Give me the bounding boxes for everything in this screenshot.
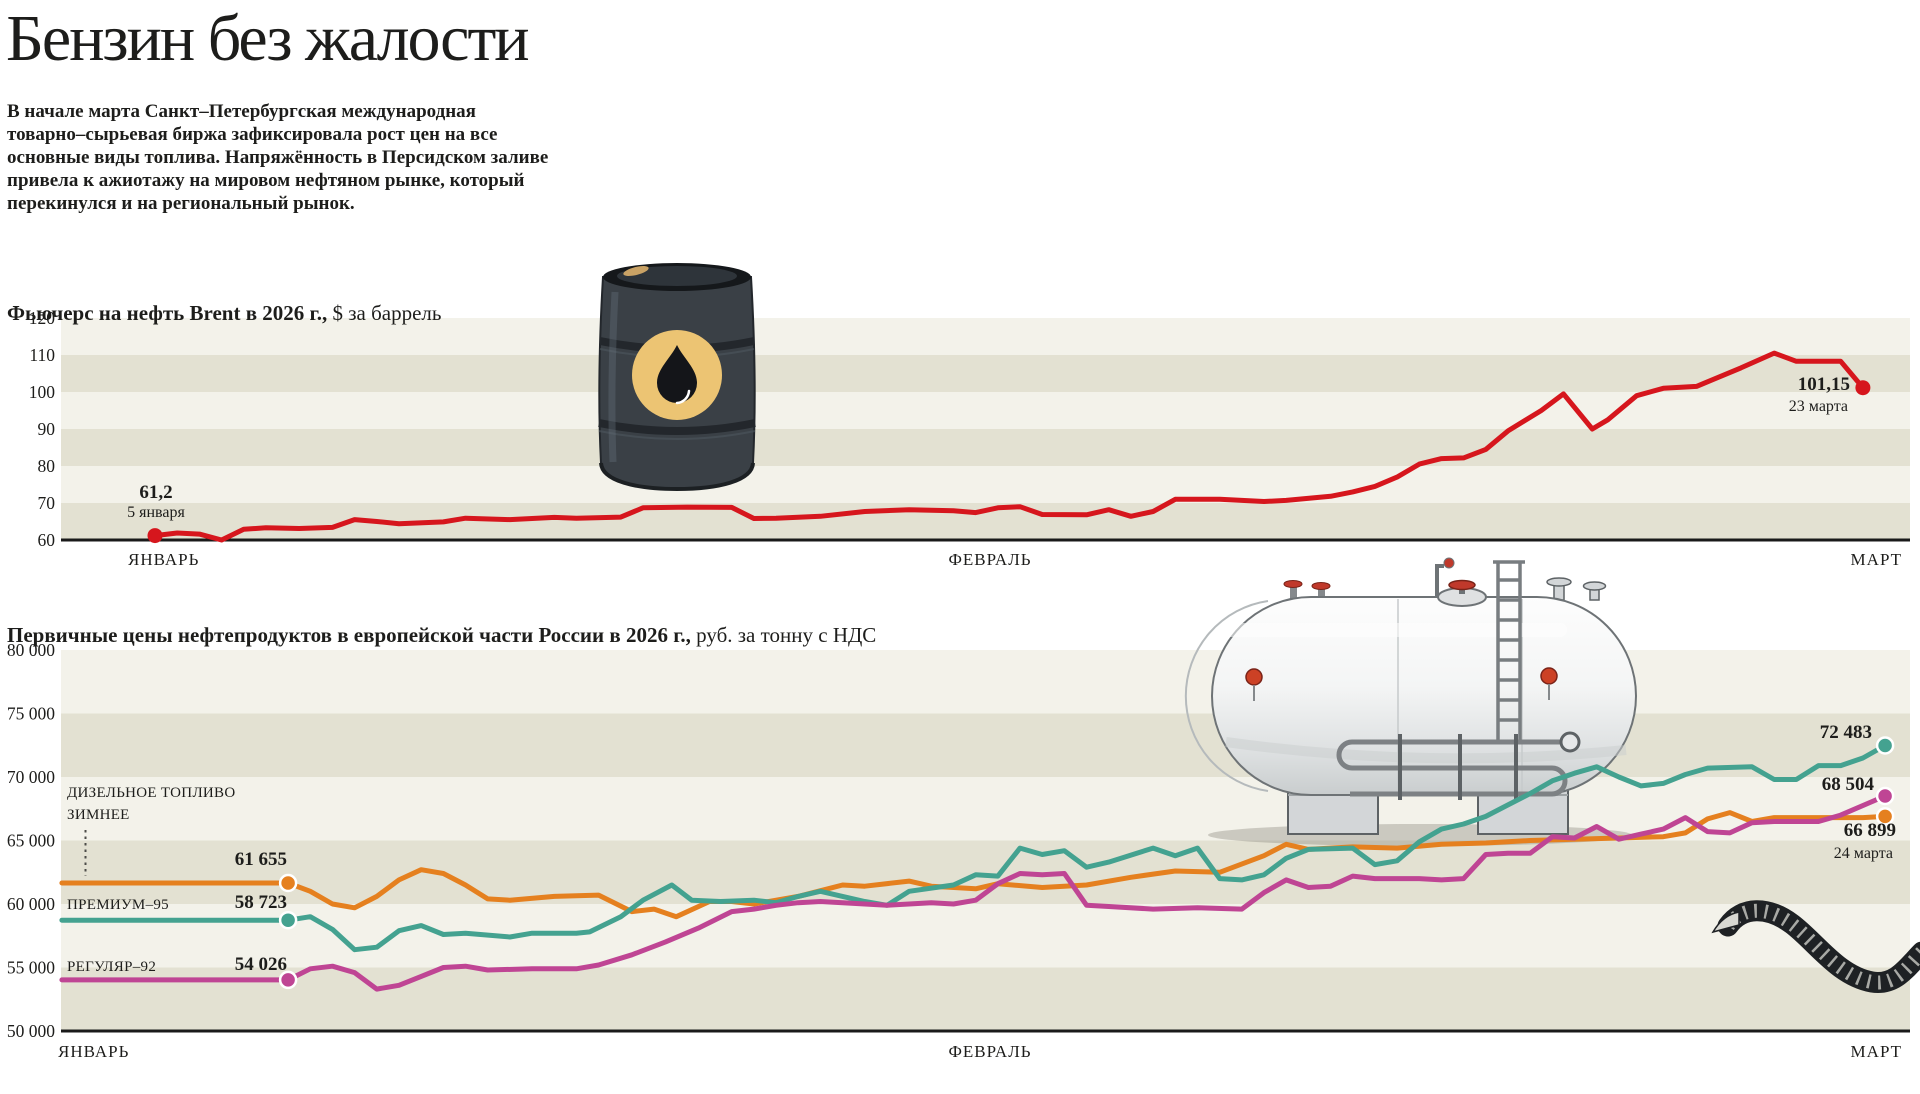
data-point-dot: [1875, 736, 1895, 755]
y-axis-tick-label: 120: [29, 308, 56, 328]
grid-band: [61, 355, 1910, 392]
y-axis-tick-label: 100: [29, 382, 56, 402]
y-axis-tick-label: 65 000: [7, 831, 55, 851]
y-axis-tick-label: 75 000: [7, 704, 55, 724]
products-chart-marks: [59, 736, 1895, 992]
grid-band: [61, 967, 1910, 1031]
oil-drop-icon: [657, 345, 697, 403]
chart2-title: Первичные цены нефтепродуктов в европейс…: [7, 598, 876, 648]
x-axis-month-label: МАРТ: [1851, 550, 1902, 569]
brent-end-date: 23 марта: [1788, 398, 1848, 415]
premium-start-value: 58 723: [234, 892, 287, 913]
y-axis-tick-label: 90: [38, 419, 56, 439]
y-axis-tick-label: 70: [38, 493, 56, 513]
data-point-dot: [278, 910, 298, 930]
series-label-diesel: ДИЗЕЛЬНОЕ ТОПЛИВО ЗИМНЕЕ: [67, 785, 236, 823]
data-point-dot: [1875, 786, 1895, 806]
x-axis-month-label: МАРТ: [1851, 1042, 1902, 1061]
chart2-title-bold: Первичные цены нефтепродуктов в европейс…: [7, 623, 691, 647]
storage-tank-illustration: [1184, 557, 1637, 846]
y-axis-tick-label: 80: [38, 456, 56, 476]
tank-valve-wheel: [1448, 579, 1476, 591]
series-label-regular: РЕГУЛЯР–92: [67, 959, 157, 975]
tank-ladder: [1493, 560, 1525, 742]
y-axis-tick-label: 55 000: [7, 958, 55, 978]
x-axis-month-label: ЯНВАРЬ: [58, 1042, 129, 1061]
regular-end-value: 68 504: [1821, 774, 1874, 795]
fuel-hose-illustration: [1711, 900, 1920, 993]
x-axis-month-label: ФЕВРАЛЬ: [948, 1042, 1031, 1061]
y-axis-tick-label: 60: [38, 530, 56, 550]
brent-end-value: 101,15: [1797, 374, 1850, 395]
products-end-date: 24 марта: [1833, 845, 1893, 862]
intro-paragraph: В начале марта Санкт–Петербургская между…: [7, 101, 549, 214]
series-label-premium: ПРЕМИУМ–95: [67, 897, 169, 913]
oil-barrel-illustration: [598, 263, 756, 492]
grid-band: [61, 466, 1910, 503]
tank-heater-pipes: [1336, 731, 1581, 800]
premium-end-value: 72 483: [1819, 722, 1872, 743]
grid-band: [61, 429, 1910, 466]
page-title: Бензин без жалости: [6, 2, 530, 75]
data-point-dot: [1875, 807, 1895, 826]
x-axis-baseline: [61, 1029, 1910, 1033]
diesel-start-value: 61 655: [234, 849, 287, 870]
y-axis-tick-label: 60 000: [7, 894, 55, 914]
brent-start-value: 61,2: [139, 482, 173, 503]
series-line: [59, 793, 1888, 992]
grid-band: [61, 777, 1910, 841]
chart1-title-bold: Фьючерс на нефть Brent в 2026 г.,: [7, 301, 328, 325]
x-axis-baseline: [61, 538, 1910, 542]
brent-start-date: 5 января: [127, 504, 185, 521]
y-axis-tick-label: 50 000: [7, 1021, 55, 1041]
x-axis-month-label: ЯНВАРЬ: [128, 550, 199, 569]
x-axis-month-label: ФЕВРАЛЬ: [948, 550, 1031, 569]
y-axis-tick-label: 70 000: [7, 767, 55, 787]
data-point-dot: [278, 970, 298, 990]
brent-chart-grid: 60 70 80 90 100 110 120 ЯНВАРЬ ФЕВРАЛЬ МАРТ: [29, 308, 1910, 569]
grid-band: [61, 318, 1910, 355]
grid-band: [61, 904, 1910, 968]
data-point-dot: [278, 873, 298, 893]
y-axis-tick-label: 110: [29, 345, 55, 365]
data-point-dot: [147, 528, 163, 544]
brent-chart-marks: [147, 350, 1871, 544]
chart1-title: Фьючерс на нефть Brent в 2026 г., $ за б…: [7, 276, 441, 326]
y-axis-tick-label: 80 000: [7, 640, 55, 660]
series-line: [59, 743, 1888, 953]
data-point-dot: [1855, 380, 1871, 396]
chart1-title-unit: $ за баррель: [327, 301, 442, 325]
series-line: [152, 350, 1866, 543]
regular-start-value: 54 026: [234, 954, 287, 975]
diesel-end-value: 66 899: [1843, 820, 1896, 841]
chart2-title-unit: руб. за тонну с НДС: [690, 623, 877, 647]
